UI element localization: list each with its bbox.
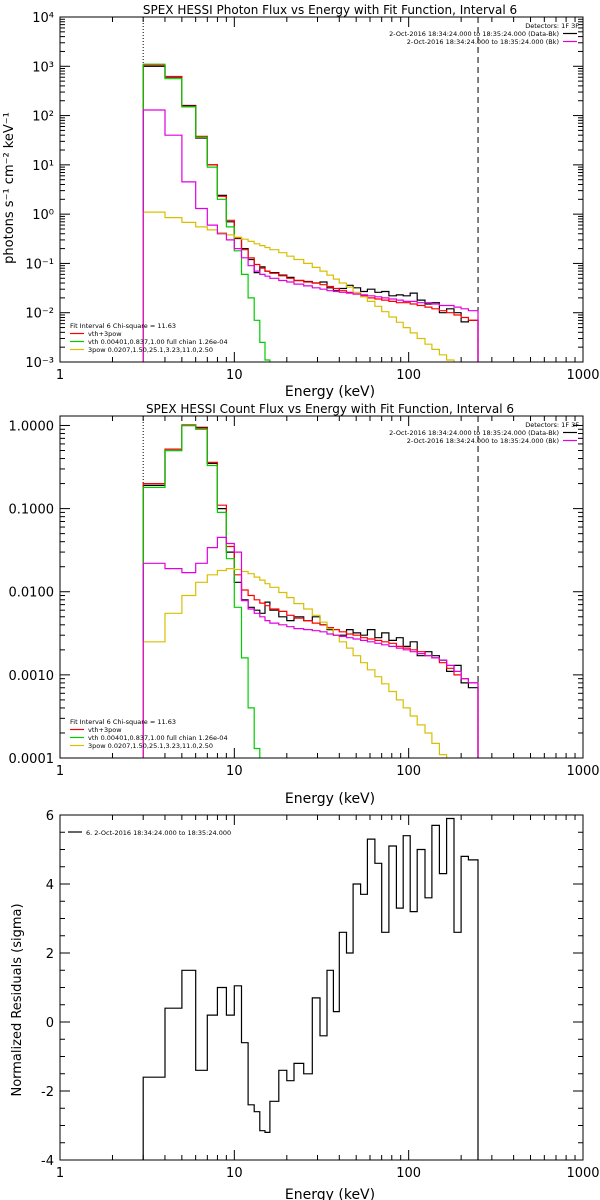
- count-flux-series-3: [142, 567, 448, 758]
- count-flux-x-axis-label: Energy (keV): [285, 791, 375, 807]
- count-flux-series-0: [142, 424, 479, 758]
- photon-flux-y-tick-label: 10²: [32, 110, 54, 125]
- photon-flux-series-0: [142, 65, 479, 362]
- photon-flux-y-tick-label: 10⁴: [32, 11, 54, 26]
- photon-flux-fit-legend-item: 3pow 0.0207,1.50,25.1,3.23,11.0,2.50: [88, 346, 213, 354]
- count-flux-x-tick-label: 1000: [566, 764, 599, 779]
- residuals-x-tick-label: 1000: [566, 1166, 599, 1181]
- count-flux-y-tick-label: 0.1000: [9, 503, 55, 518]
- residuals-y-tick-label: 2: [46, 947, 54, 962]
- photon-flux-fit-legend-item: vth 0.00401,0.837,1.00 full chian 1.26e-…: [88, 338, 228, 346]
- photon-flux-legend-item: 2-Oct-2016 18:34:24.000 to 18:35:24.000 …: [407, 38, 559, 46]
- count-flux-fit-legend-header: Fit Interval 6 Chi-square = 11.63: [70, 718, 176, 726]
- count-flux-y-tick-label: 0.0100: [9, 586, 55, 601]
- photon-flux-x-tick-label: 1000: [566, 368, 599, 383]
- residuals-x-tick-label: 100: [396, 1166, 421, 1181]
- residuals-data-area: [142, 817, 479, 1160]
- count-flux-legend-item: 2-Oct-2016 18:34:24.000 to 18:35:24.000 …: [407, 437, 559, 445]
- residuals-y-tick-label: 6: [46, 809, 54, 824]
- residuals-y-tick-label: 4: [46, 878, 54, 893]
- photon-flux-y-tick-label: 10⁻²: [25, 307, 54, 322]
- count-flux-x-tick-label: 100: [396, 764, 421, 779]
- count-flux-legend-item: 2-Oct-2016 18:34:24.000 to 18:35:24.000 …: [389, 429, 559, 437]
- photon-flux-legend-header: Detectors: 1F 3F: [525, 22, 579, 30]
- photon-flux-y-tick-label: 10⁰: [32, 208, 54, 223]
- photon-flux-fit-legend-header: Fit Interval 6 Chi-square = 11.63: [70, 322, 176, 330]
- photon-flux-plot-frame: [59, 16, 584, 363]
- count-flux-y-tick-label: 0.0010: [9, 669, 55, 684]
- photon-flux-panel: SPEX HESSI Photon Flux vs Energy with Fi…: [2, 3, 600, 400]
- residuals-y-tick-label: -4: [41, 1154, 54, 1169]
- count-flux-x-tick-label: 10: [226, 764, 243, 779]
- residuals-plot-frame: [59, 814, 584, 1161]
- photon-flux-x-tick-label: 1: [56, 368, 64, 383]
- count-flux-fit-legend-item: vth 0.00401,0.837,1.00 full chian 1.26e-…: [88, 734, 228, 742]
- photon-flux-series-4: [142, 109, 479, 362]
- count-flux-fit-legend-item: vth+3pow: [88, 726, 122, 734]
- count-flux-x-tick-label: 1: [56, 764, 64, 779]
- residuals-x-tick-label: 10: [226, 1166, 243, 1181]
- count-flux-series-2: [142, 424, 261, 758]
- residuals-legend-item: 6. 2-Oct-2016 18:34:24.000 to 18:35:24.0…: [86, 829, 231, 837]
- photon-flux-fit-legend-item: vth+3pow: [88, 330, 122, 338]
- residuals-y-tick-label: 0: [46, 1016, 54, 1031]
- count-flux-panel: SPEX HESSI Count Flux vs Energy with Fit…: [9, 402, 600, 807]
- photon-flux-title: SPEX HESSI Photon Flux vs Energy with Fi…: [143, 3, 517, 17]
- photon-flux-y-tick-label: 10⁻¹: [25, 257, 54, 272]
- count-flux-y-tick-label: 0.0001: [9, 752, 55, 767]
- residuals-y-tick-label: -2: [41, 1085, 54, 1100]
- residuals-x-tick-label: 1: [56, 1166, 64, 1181]
- residuals-y-axis-label: Normalized Residuals (sigma): [10, 903, 25, 1096]
- count-flux-data-area: [142, 416, 479, 758]
- count-flux-series-1: [142, 424, 479, 758]
- photon-flux-x-tick-label: 100: [396, 368, 421, 383]
- photon-flux-x-axis-label: Energy (keV): [285, 384, 375, 400]
- residuals-series-0: [142, 817, 479, 1160]
- photon-flux-x-tick-label: 10: [226, 368, 243, 383]
- count-flux-series-4: [142, 536, 479, 758]
- photon-flux-series-1: [142, 64, 479, 362]
- photon-flux-y-tick-label: 10¹: [32, 159, 54, 174]
- photon-flux-y-axis-label: photons s⁻¹ cm⁻² keV⁻¹: [2, 112, 17, 264]
- count-flux-plot-frame: [59, 415, 584, 759]
- photon-flux-data-area: [142, 17, 479, 362]
- photon-flux-legend-item: 2-Oct-2016 18:34:24.000 to 18:35:24.000 …: [389, 30, 559, 38]
- count-flux-fit-legend-item: 3pow 0.0207,1.50,25.1,3.23,11.0,2.50: [88, 742, 213, 750]
- photon-flux-series-2: [142, 63, 271, 362]
- count-flux-title: SPEX HESSI Count Flux vs Energy with Fit…: [146, 402, 514, 416]
- count-flux-legend-header: Detectors: 1F 3F: [525, 421, 579, 429]
- count-flux-y-tick-label: 1.0000: [9, 419, 55, 434]
- residuals-x-axis-label: Energy (keV): [285, 1187, 375, 1200]
- photon-flux-y-tick-label: 10⁻³: [25, 356, 54, 371]
- photon-flux-y-tick-label: 10³: [32, 60, 54, 75]
- residuals-panel: Energy (keV) Normalized Residuals (sigma…: [10, 809, 600, 1200]
